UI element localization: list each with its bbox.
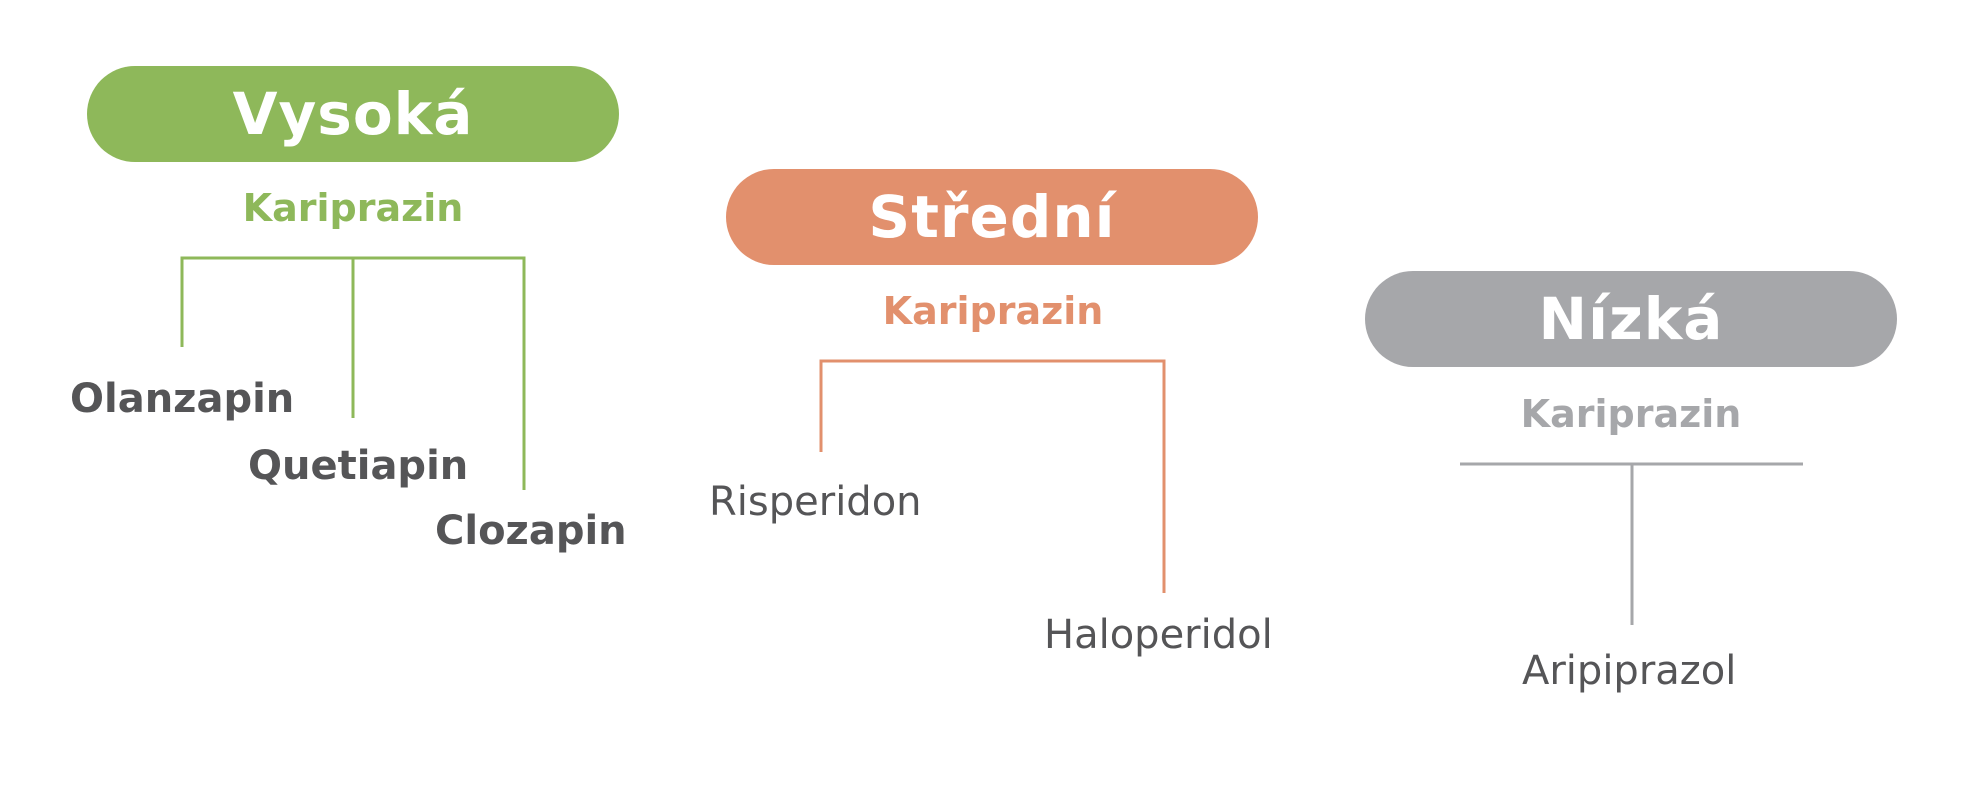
pill-low: Nízká xyxy=(1365,271,1897,367)
subtitle-high: Kariprazin xyxy=(242,186,464,230)
connectors-low xyxy=(1460,462,1803,625)
pill-high: Vysoká xyxy=(87,66,619,162)
connectors-medium xyxy=(819,359,1166,593)
pill-high-label: Vysoká xyxy=(232,80,474,148)
pill-medium: Střední xyxy=(726,169,1258,265)
drug-clozapin: Clozapin xyxy=(435,508,627,554)
pill-low-label: Nízká xyxy=(1538,285,1724,353)
subtitle-low: Kariprazin xyxy=(1520,392,1742,436)
subtitle-medium: Kariprazin xyxy=(882,289,1104,333)
pill-medium-label: Střední xyxy=(868,183,1116,251)
drug-haloperidol: Haloperidol xyxy=(1044,612,1273,658)
drug-quetiapin: Quetiapin xyxy=(248,443,469,489)
drug-risperidon: Risperidon xyxy=(709,479,922,525)
bracket-medium xyxy=(819,359,1166,593)
drug-aripiprazol: Aripiprazol xyxy=(1522,648,1737,694)
connectors-high xyxy=(180,256,526,490)
drug-olanzapin: Olanzapin xyxy=(70,376,295,422)
